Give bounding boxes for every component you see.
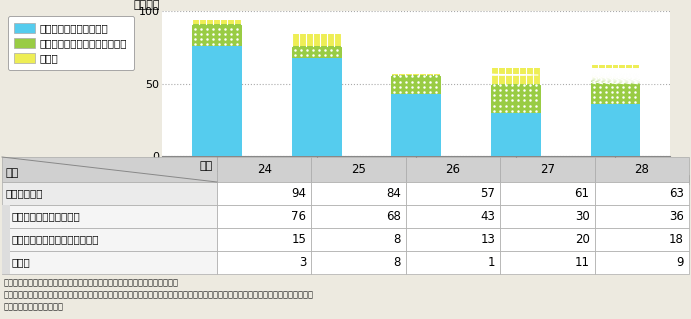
Text: 金融・不良債権関連事犯: 金融・不良債権関連事犯 — [12, 211, 81, 221]
Bar — [217, 157, 312, 182]
Text: 68: 68 — [386, 210, 401, 223]
Bar — [491, 68, 541, 84]
Text: 57: 57 — [480, 187, 495, 200]
Text: 年次: 年次 — [200, 161, 213, 171]
Text: 36: 36 — [669, 210, 684, 223]
Text: 18: 18 — [669, 233, 684, 246]
Text: 合計（事件）: 合計（事件） — [6, 189, 44, 198]
Text: 26: 26 — [446, 163, 460, 176]
Bar — [406, 251, 500, 274]
Bar — [217, 228, 312, 251]
Text: のある範罪をいう。: のある範罪をいう。 — [4, 302, 64, 311]
Bar — [406, 157, 500, 182]
Bar — [591, 65, 641, 78]
Bar — [594, 157, 689, 182]
Text: 企業の経営等に係る違法事犯等: 企業の経営等に係る違法事犯等 — [12, 234, 100, 244]
Text: 13: 13 — [480, 233, 495, 246]
Bar — [192, 46, 242, 156]
Text: 1: 1 — [488, 256, 495, 269]
Text: 43: 43 — [480, 210, 495, 223]
Bar — [2, 228, 10, 251]
Bar — [500, 251, 594, 274]
Bar — [312, 157, 406, 182]
Text: 63: 63 — [669, 187, 684, 200]
Bar — [594, 228, 689, 251]
Bar — [292, 46, 341, 58]
Text: 61: 61 — [575, 187, 589, 200]
Bar — [591, 65, 641, 78]
Text: 区分: 区分 — [6, 168, 19, 178]
Bar — [500, 228, 594, 251]
Text: 3: 3 — [299, 256, 306, 269]
Bar — [500, 182, 594, 205]
Bar — [192, 20, 242, 24]
Text: （年）: （年） — [670, 175, 690, 185]
Bar — [2, 251, 10, 274]
Bar — [391, 94, 442, 156]
Bar — [391, 74, 442, 75]
Bar — [2, 228, 217, 251]
Bar — [406, 182, 500, 205]
Bar — [500, 205, 594, 228]
Bar — [312, 251, 406, 274]
Bar — [491, 68, 541, 84]
Text: 20: 20 — [575, 233, 589, 246]
Bar — [292, 34, 341, 46]
Text: 15: 15 — [292, 233, 306, 246]
Text: 注１：企業の経営等に係る違法事犯、証券取引事犯及び財政侵害事犯をいう。: 注１：企業の経営等に係る違法事犯、証券取引事犯及び財政侵害事犯をいう。 — [4, 278, 179, 287]
Bar — [312, 228, 406, 251]
Text: （事件）: （事件） — [133, 0, 160, 10]
Bar — [491, 113, 541, 156]
Bar — [594, 182, 689, 205]
Text: 9: 9 — [676, 256, 684, 269]
Bar — [217, 251, 312, 274]
Bar — [491, 84, 541, 113]
Bar — [217, 205, 312, 228]
Bar — [500, 157, 594, 182]
Text: ２：金融・不良債権関連事犯及び企業の経営等に係る違法事犯等以外の国民の経済活動の健全性又は信頼性に重大な影響を及ぼすおそれ: ２：金融・不良債権関連事犯及び企業の経営等に係る違法事犯等以外の国民の経済活動の… — [4, 290, 314, 299]
Bar — [391, 75, 442, 94]
Bar — [292, 34, 341, 46]
Text: 27: 27 — [540, 163, 555, 176]
Bar — [312, 205, 406, 228]
Bar — [391, 74, 442, 75]
Text: 76: 76 — [292, 210, 306, 223]
Bar — [312, 182, 406, 205]
Bar — [591, 78, 641, 104]
Bar — [406, 205, 500, 228]
Text: 25: 25 — [351, 163, 366, 176]
Bar — [217, 182, 312, 205]
Bar — [192, 20, 242, 24]
Text: 8: 8 — [393, 233, 401, 246]
Bar — [292, 58, 341, 156]
Text: 94: 94 — [292, 187, 306, 200]
Text: 11: 11 — [575, 256, 589, 269]
Bar — [406, 228, 500, 251]
Bar — [2, 205, 10, 228]
Bar — [192, 24, 242, 46]
Text: 24: 24 — [256, 163, 272, 176]
Bar — [2, 251, 217, 274]
Text: その他: その他 — [12, 257, 31, 268]
Bar — [594, 251, 689, 274]
Text: 30: 30 — [575, 210, 589, 223]
Text: 8: 8 — [393, 256, 401, 269]
Bar — [2, 157, 217, 182]
Bar — [2, 182, 217, 205]
Bar — [594, 205, 689, 228]
Text: 28: 28 — [634, 163, 650, 176]
Bar — [591, 104, 641, 156]
Bar — [2, 205, 217, 228]
Text: 84: 84 — [386, 187, 401, 200]
Legend: 金融・不良債権関連事犯, 企業の経営等に係る違法事犯等, その他: 金融・不良債権関連事犯, 企業の経営等に係る違法事犯等, その他 — [8, 16, 133, 70]
